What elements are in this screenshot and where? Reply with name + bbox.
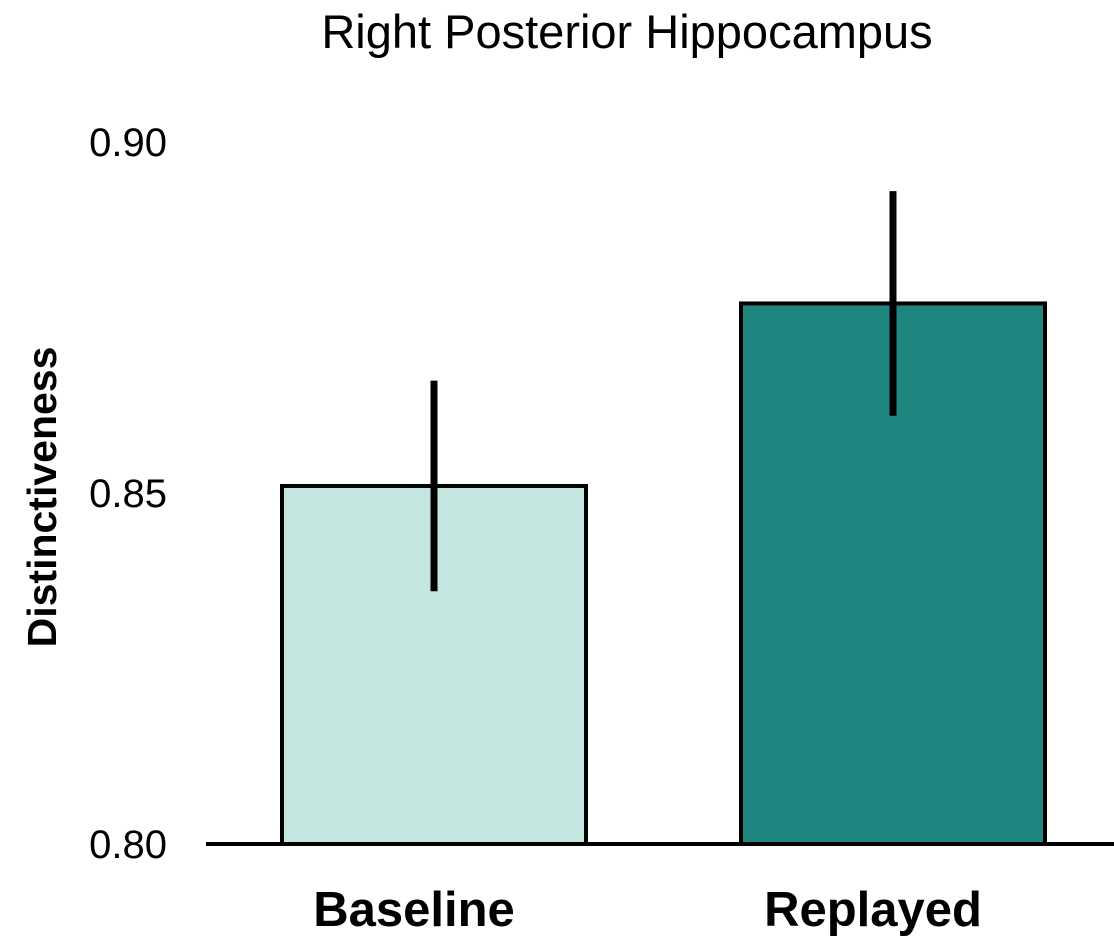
- y-tick-label: 0.80: [89, 823, 167, 867]
- error-bars-layer: [430, 191, 897, 592]
- y-ticks-layer: 0.80 0.85 0.90: [89, 121, 167, 867]
- x-tick-label-replayed: Replayed: [764, 883, 982, 936]
- x-labels-layer: Baseline Replayed: [313, 883, 982, 937]
- y-axis-label: Distinctiveness: [19, 347, 65, 648]
- chart-title: Right Posterior Hippocampus: [321, 5, 932, 58]
- y-tick-label: 0.90: [89, 121, 167, 165]
- y-tick-label: 0.85: [89, 472, 167, 516]
- bars-layer: [280, 301, 1047, 846]
- x-tick-label-baseline: Baseline: [313, 883, 515, 936]
